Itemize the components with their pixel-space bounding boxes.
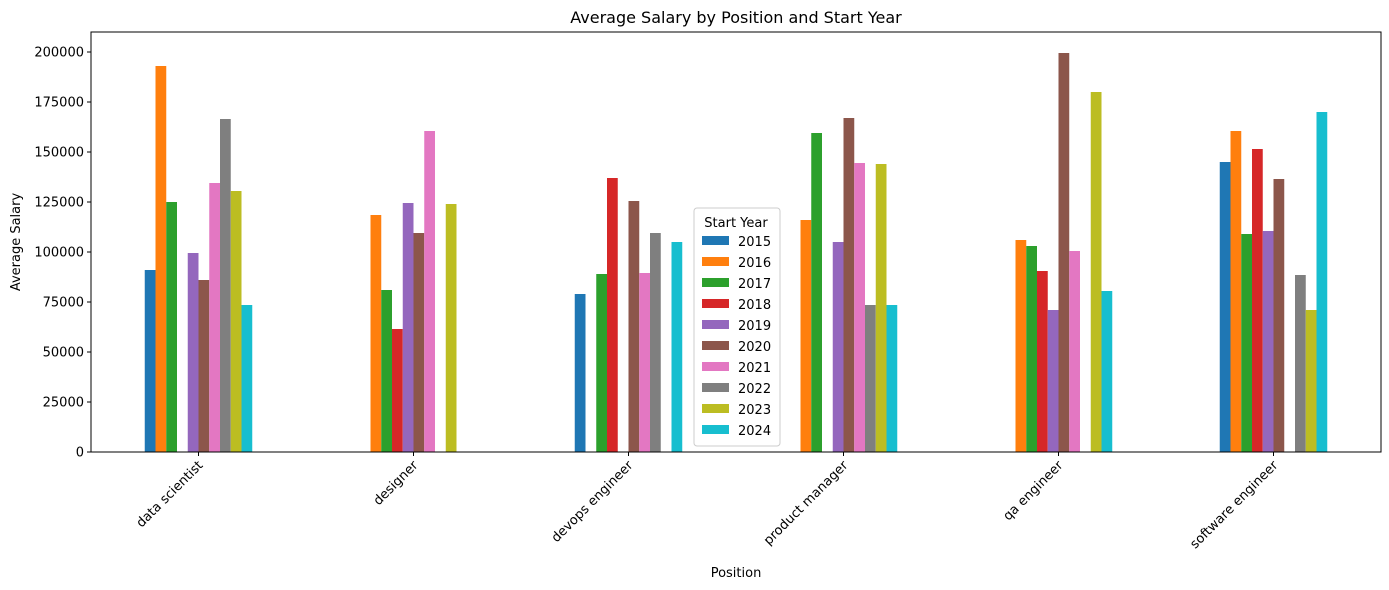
legend-label-2023: 2023	[738, 403, 771, 418]
legend-swatch-2015	[702, 236, 729, 245]
bar-2021-data-scientist	[209, 183, 220, 452]
legend-swatch-2022	[702, 383, 729, 392]
bar-2016-software-engineer	[1230, 131, 1242, 452]
x-tick-label: qa engineer	[1001, 458, 1067, 524]
legend-swatch-2020	[702, 341, 729, 350]
legend-label-2015: 2015	[738, 235, 771, 250]
bar-2016-designer	[370, 215, 382, 452]
bar-2024-data-scientist	[241, 305, 253, 452]
bar-2020-software-engineer	[1273, 179, 1285, 452]
y-tick-label: 150000	[34, 146, 84, 161]
chart-title: Average Salary by Position and Start Yea…	[570, 8, 902, 27]
bar-2015-software-engineer	[1219, 162, 1231, 452]
legend-label-2022: 2022	[738, 382, 771, 397]
plot-frame	[90, 31, 1382, 453]
bar-2021-designer	[424, 131, 435, 452]
legend-swatch-2018	[702, 299, 729, 308]
bar-2017-designer	[381, 290, 392, 452]
bar-2021-qa-engineer	[1069, 251, 1080, 452]
bar-2024-devops-engineer	[671, 242, 683, 452]
bar-2024-qa-engineer	[1101, 291, 1113, 452]
y-tick-label: 25000	[43, 396, 84, 411]
x-tick-label: software engineer	[1188, 458, 1282, 552]
legend-swatch-2017	[702, 278, 729, 287]
bar-2015-data-scientist	[144, 270, 156, 452]
x-tick-label: devops engineer	[549, 458, 637, 546]
legend-swatch-2024	[702, 425, 729, 434]
legend-label-2017: 2017	[738, 277, 771, 292]
bar-2020-designer	[413, 233, 425, 452]
legend-label-2018: 2018	[738, 298, 771, 313]
bar-2020-qa-engineer	[1058, 53, 1070, 452]
bars-layer	[144, 53, 1328, 452]
bar-2019-product-manager	[832, 242, 844, 452]
bar-2017-software-engineer	[1241, 234, 1252, 452]
legend-label-2020: 2020	[738, 340, 771, 355]
bar-2016-qa-engineer	[1015, 240, 1027, 452]
bar-2023-product-manager	[875, 164, 887, 452]
bar-2022-software-engineer	[1295, 275, 1306, 452]
legend-swatch-2016	[702, 257, 729, 266]
bar-2023-qa-engineer	[1090, 92, 1102, 452]
y-tick-label: 100000	[34, 246, 84, 261]
bar-2017-data-scientist	[166, 202, 177, 452]
bar-2017-qa-engineer	[1026, 246, 1037, 452]
bar-2021-product-manager	[854, 163, 865, 452]
legend-items: 2015 2016 2017 2018 2019 2020 2021 2022 2023 2024	[702, 235, 771, 439]
bar-2023-software-engineer	[1305, 310, 1317, 452]
bar-2019-qa-engineer	[1047, 310, 1059, 452]
legend-title: Start Year	[704, 216, 768, 231]
bar-2016-data-scientist	[155, 66, 167, 452]
bar-2018-software-engineer	[1252, 149, 1263, 452]
bar-2022-product-manager	[865, 305, 876, 452]
bar-2017-product-manager	[811, 133, 822, 452]
bar-2019-software-engineer	[1262, 231, 1274, 452]
legend-swatch-2023	[702, 404, 729, 413]
x-axis-label: Position	[711, 566, 762, 581]
bar-2018-devops-engineer	[607, 178, 618, 452]
bar-2023-designer	[445, 204, 457, 452]
bar-2018-designer	[392, 329, 403, 452]
bar-2020-devops-engineer	[628, 201, 640, 452]
y-tick-label: 50000	[43, 346, 84, 361]
y-axis-label: Average Salary	[9, 193, 24, 292]
legend-swatch-2021	[702, 362, 729, 371]
y-tick-label: 175000	[34, 96, 84, 111]
y-tick-label: 200000	[34, 46, 84, 61]
x-tick-label: designer	[371, 458, 422, 509]
bar-2022-data-scientist	[220, 119, 231, 452]
bar-2016-product-manager	[800, 220, 812, 452]
bar-2015-devops-engineer	[574, 294, 586, 452]
y-tick-label: 125000	[34, 196, 84, 211]
bar-2024-software-engineer	[1316, 112, 1328, 452]
bar-2024-product-manager	[886, 305, 898, 452]
x-tick-label: product manager	[761, 458, 852, 549]
y-axis: 0 25000 50000 75000 100000 125000 150000 175000…	[34, 46, 91, 461]
y-tick-label: 0	[76, 446, 84, 461]
legend-swatch-2019	[702, 320, 729, 329]
y-tick-label: 75000	[43, 296, 84, 311]
bar-2018-qa-engineer	[1037, 271, 1048, 452]
legend-label-2019: 2019	[738, 319, 771, 334]
legend: Start Year 20152016201720182019202020212…	[693, 207, 781, 447]
legend-label-2016: 2016	[738, 256, 771, 271]
x-tick-label: data scientist	[134, 458, 207, 531]
x-axis: data scientist designer devops engineer pro…	[134, 452, 1282, 552]
bar-2022-devops-engineer	[650, 233, 661, 452]
bar-2017-devops-engineer	[596, 274, 607, 452]
legend-label-2024: 2024	[738, 424, 771, 439]
legend-label-2021: 2021	[738, 361, 771, 376]
bar-2019-designer	[402, 203, 414, 452]
bar-2020-data-scientist	[198, 280, 210, 452]
bar-2020-product-manager	[843, 118, 855, 452]
bar-2023-data-scientist	[230, 191, 242, 452]
bar-2021-devops-engineer	[639, 273, 650, 452]
bar-2019-data-scientist	[187, 253, 199, 452]
